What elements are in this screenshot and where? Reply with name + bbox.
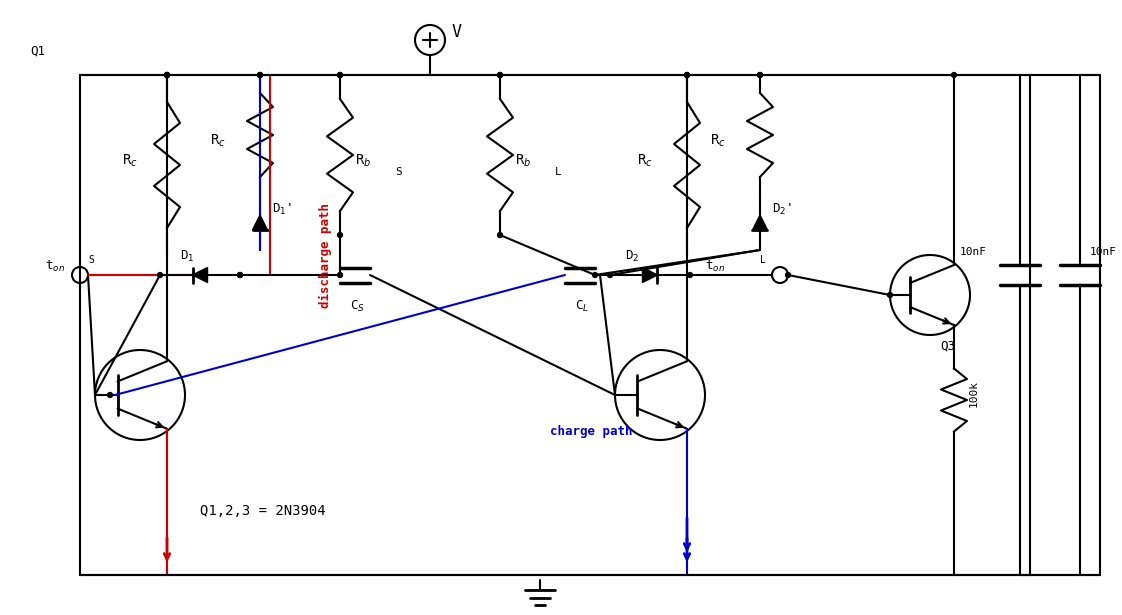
Text: C$_S$: C$_S$: [350, 299, 365, 314]
Text: R$_c$: R$_c$: [210, 133, 226, 149]
Text: R$_b$: R$_b$: [355, 153, 371, 169]
Circle shape: [607, 272, 613, 277]
Circle shape: [238, 272, 242, 277]
Circle shape: [684, 73, 689, 77]
Circle shape: [108, 392, 112, 397]
Text: R$_c$: R$_c$: [710, 133, 726, 149]
Text: charge path: charge path: [550, 425, 633, 438]
Circle shape: [165, 73, 169, 77]
Circle shape: [258, 73, 263, 77]
Circle shape: [951, 73, 956, 77]
Circle shape: [688, 272, 692, 277]
Circle shape: [338, 272, 342, 277]
Text: D$_2$': D$_2$': [772, 202, 792, 216]
Text: Q1: Q1: [30, 45, 45, 58]
Text: Q3: Q3: [940, 340, 955, 353]
Circle shape: [258, 73, 263, 77]
Text: Q1,2,3 = 2N3904: Q1,2,3 = 2N3904: [200, 504, 325, 518]
Circle shape: [497, 232, 503, 237]
Polygon shape: [252, 215, 267, 230]
Circle shape: [592, 272, 597, 277]
Polygon shape: [643, 268, 657, 282]
Text: 10nF: 10nF: [960, 247, 987, 257]
Text: R$_b$: R$_b$: [515, 153, 531, 169]
Text: 100k: 100k: [969, 380, 980, 407]
Text: D$_2$: D$_2$: [625, 249, 640, 264]
Text: D$_1$': D$_1$': [272, 202, 292, 216]
Polygon shape: [753, 215, 767, 230]
Circle shape: [757, 73, 763, 77]
Text: t$_{on}$: t$_{on}$: [45, 259, 65, 274]
Circle shape: [157, 272, 163, 277]
Circle shape: [165, 73, 169, 77]
Circle shape: [238, 272, 242, 277]
Polygon shape: [193, 268, 208, 282]
Text: V: V: [452, 23, 462, 41]
Text: S: S: [88, 255, 94, 265]
Text: D$_1$: D$_1$: [180, 249, 194, 264]
Text: L: L: [760, 255, 766, 265]
Circle shape: [497, 73, 503, 77]
Circle shape: [888, 293, 892, 298]
Text: discharge path: discharge path: [319, 202, 331, 308]
Text: R$_c$: R$_c$: [122, 153, 138, 169]
Circle shape: [757, 73, 763, 77]
Circle shape: [684, 73, 689, 77]
Circle shape: [497, 73, 503, 77]
Text: L: L: [555, 167, 562, 177]
Text: C$_L$: C$_L$: [574, 299, 589, 314]
Circle shape: [165, 73, 169, 77]
Circle shape: [338, 73, 342, 77]
Text: t$_{on}$: t$_{on}$: [705, 259, 725, 274]
Circle shape: [785, 272, 791, 277]
Circle shape: [338, 73, 342, 77]
Text: S: S: [395, 167, 402, 177]
Text: 10nF: 10nF: [1089, 247, 1118, 257]
Text: R$_c$: R$_c$: [637, 153, 653, 169]
Circle shape: [338, 232, 342, 237]
